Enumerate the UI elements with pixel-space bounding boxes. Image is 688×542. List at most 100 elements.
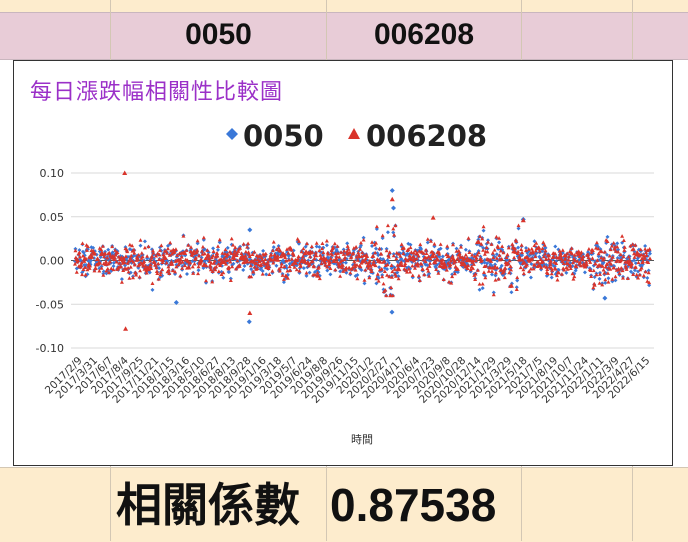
point-006208 <box>481 248 486 252</box>
point-006208 <box>304 249 309 253</box>
point-0050 <box>450 272 455 277</box>
point-006208 <box>520 257 525 262</box>
point-006208 <box>258 253 263 258</box>
point-0050 <box>106 247 111 252</box>
point-006208 <box>394 256 399 261</box>
point-006208 <box>404 270 409 274</box>
point-006208 <box>354 244 359 249</box>
point-006208 <box>594 272 599 277</box>
point-0050 <box>516 226 521 231</box>
point-006208 <box>278 248 283 253</box>
chart-title: 每日漲跌幅相關性比較圖 <box>30 80 284 105</box>
point-006208 <box>592 283 597 287</box>
point-006208 <box>580 256 585 261</box>
point-006208 <box>495 265 500 270</box>
point-006208 <box>572 274 577 279</box>
point-006208 <box>135 255 140 260</box>
point-006208 <box>514 239 519 243</box>
point-006208 <box>359 260 364 265</box>
point-006208 <box>363 256 368 261</box>
point-006208 <box>627 258 632 262</box>
point-006208 <box>626 254 631 259</box>
point-006208 <box>561 261 566 265</box>
point-006208 <box>246 241 251 246</box>
point-006208 <box>371 254 376 258</box>
point-0050 <box>227 254 232 259</box>
point-006208 <box>502 275 507 280</box>
point-006208 <box>300 254 305 259</box>
point-006208 <box>498 248 503 253</box>
point-006208 <box>103 251 108 255</box>
point-006208 <box>337 255 342 259</box>
point-006208 <box>326 251 331 256</box>
point-006208 <box>578 260 583 264</box>
point-006208 <box>279 261 284 266</box>
point-0050 <box>385 230 390 235</box>
outlier-point-0050 <box>390 205 396 211</box>
point-006208 <box>465 266 470 271</box>
point-006208 <box>588 268 593 273</box>
point-006208 <box>409 257 414 262</box>
point-0050 <box>361 235 366 240</box>
point-006208 <box>139 251 144 255</box>
point-006208 <box>575 259 580 263</box>
point-0050 <box>370 270 375 275</box>
point-0050 <box>395 259 400 264</box>
point-006208 <box>78 265 83 269</box>
point-006208 <box>132 262 137 267</box>
point-006208 <box>73 248 78 253</box>
point-006208 <box>448 262 453 267</box>
point-006208 <box>478 234 483 238</box>
point-006208 <box>387 274 392 279</box>
point-006208 <box>179 255 184 259</box>
point-006208 <box>355 258 360 262</box>
point-006208 <box>104 268 109 273</box>
chart-container[interactable]: 每日漲跌幅相關性比較圖 0050 006208 0.10 0.05 0.00 -0.05 -… <box>13 60 673 466</box>
legend-marker-006208 <box>348 128 360 139</box>
point-006208 <box>320 241 325 246</box>
y-tick-label: 0.00 <box>40 255 65 268</box>
point-006208 <box>317 276 322 281</box>
point-006208 <box>180 266 185 270</box>
point-006208 <box>607 260 612 264</box>
point-006208 <box>163 256 168 260</box>
point-0050 <box>227 270 232 275</box>
point-006208 <box>137 262 142 267</box>
point-006208 <box>640 259 645 263</box>
point-006208 <box>641 273 646 278</box>
header-cell-006208[interactable]: 006208 <box>373 18 475 51</box>
point-006208 <box>597 272 602 276</box>
point-006208 <box>455 256 460 261</box>
header-cell-0050[interactable]: 0050 <box>185 18 252 51</box>
point-0050 <box>138 243 143 248</box>
point-006208 <box>132 251 137 255</box>
point-006208 <box>421 257 426 262</box>
point-006208 <box>114 259 119 264</box>
point-0050 <box>303 244 308 249</box>
point-006208 <box>296 256 301 261</box>
point-006208 <box>129 253 134 258</box>
correlation-label-cell[interactable]: 相關係數 <box>116 479 300 531</box>
point-006208 <box>508 264 513 268</box>
point-006208 <box>317 248 322 253</box>
point-006208 <box>220 251 225 255</box>
point-006208 <box>612 265 617 270</box>
point-006208 <box>493 277 498 282</box>
point-006208 <box>405 258 410 263</box>
point-0050 <box>572 271 577 276</box>
point-006208 <box>542 243 547 247</box>
point-006208 <box>451 242 456 247</box>
point-006208 <box>299 249 304 254</box>
point-006208 <box>519 243 524 247</box>
point-006208 <box>640 256 645 261</box>
point-006208 <box>207 259 212 263</box>
point-0050 <box>482 257 487 262</box>
point-006208 <box>73 255 78 260</box>
point-006208 <box>208 263 213 267</box>
point-006208 <box>173 269 178 274</box>
point-006208 <box>628 264 633 269</box>
point-006208 <box>485 249 490 254</box>
correlation-value-cell[interactable]: 0.87538 <box>330 479 497 531</box>
point-006208 <box>369 267 374 272</box>
point-006208 <box>543 256 548 261</box>
